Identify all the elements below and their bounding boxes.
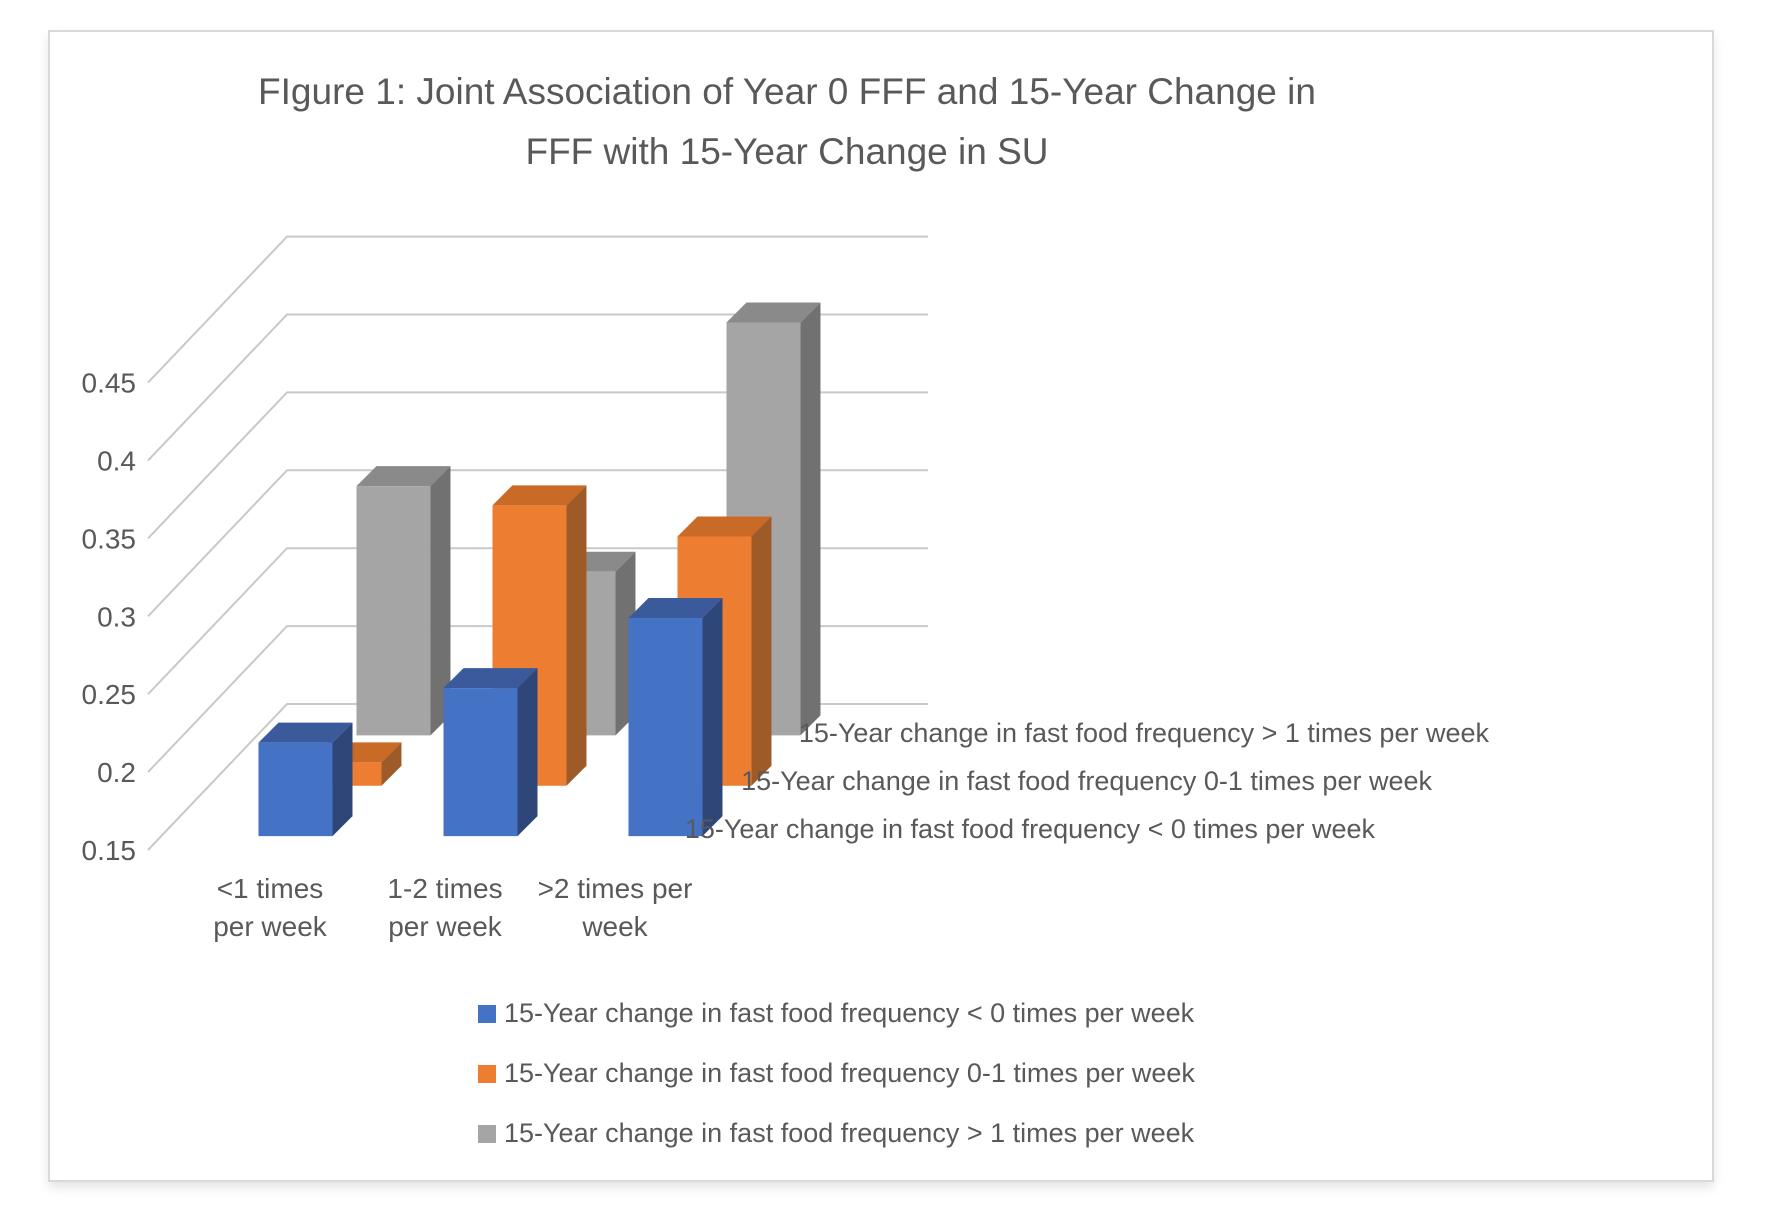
legend: 15-Year change in fast food frequency < … — [478, 998, 1195, 1148]
bar-top-face — [628, 598, 723, 619]
value-tick-label-0.3: 0.3 — [97, 601, 136, 632]
bar-side-face — [566, 485, 587, 786]
bar-side-face — [332, 722, 353, 837]
bar-series1-cat2 — [443, 668, 538, 837]
bar-series3-cat1 — [356, 466, 451, 736]
bar-side-face — [381, 742, 402, 786]
bars — [258, 302, 821, 837]
value-axis-tick-labels: 0.15 0.2 0.25 0.3 0.35 0.4 0.45 — [82, 368, 137, 866]
value-tick-label-0.15: 0.15 — [82, 835, 137, 866]
legend-label-series3: 15-Year change in fast food frequency > … — [504, 1118, 1195, 1148]
category-label-1-line1: <1 times — [217, 873, 324, 904]
bar-top-face — [677, 516, 772, 537]
value-tick-label-0.35: 0.35 — [82, 523, 137, 554]
value-tick-label-0.2: 0.2 — [97, 757, 136, 788]
bar-side-face — [800, 302, 821, 736]
gridline-0.35 — [147, 391, 928, 540]
bar-front-face — [258, 742, 333, 837]
legend-swatch-series1 — [478, 1005, 496, 1023]
legend-swatch-series3 — [478, 1125, 496, 1143]
gridline-0.45 — [147, 235, 928, 384]
bar-side-face — [517, 668, 538, 837]
depth-axis-label-middle: 15-Year change in fast food frequency 0-… — [741, 766, 1432, 796]
chart-frame — [48, 30, 1714, 1182]
category-label-1-line2: per week — [213, 911, 328, 942]
legend-label-series1: 15-Year change in fast food frequency < … — [504, 998, 1195, 1028]
bar-front-face — [628, 618, 703, 837]
bar-side-face — [430, 466, 451, 736]
bar-top-face — [492, 485, 587, 506]
legend-label-series2: 15-Year change in fast food frequency 0-… — [504, 1058, 1195, 1088]
legend-swatch-series2 — [478, 1065, 496, 1083]
depth-axis-label-back: 15-Year change in fast food frequency > … — [799, 718, 1490, 748]
bar-series1-cat1 — [258, 722, 353, 837]
value-tick-label-0.25: 0.25 — [82, 679, 137, 710]
bar-top-face — [726, 302, 821, 323]
category-label-2-line2: per week — [388, 911, 503, 942]
bar-top-face — [443, 668, 538, 689]
bar-side-face — [702, 598, 723, 837]
bar-series1-cat3 — [628, 598, 723, 837]
category-label-3-line1: >2 times per — [538, 873, 693, 904]
category-label-3-line2: week — [581, 911, 648, 942]
gridline-0.4 — [147, 313, 928, 462]
chart-title-line2: FFF with 15-Year Change in SU — [525, 131, 1048, 172]
bar-front-face — [356, 486, 431, 736]
bar-front-face — [443, 688, 518, 837]
gridline-0.3 — [147, 469, 928, 617]
bar-top-face — [356, 466, 451, 487]
depth-axis-label-front: 15-Year change in fast food frequency < … — [685, 814, 1376, 844]
value-tick-label-0.4: 0.4 — [97, 446, 136, 477]
category-axis-labels: <1 times per week 1-2 times per week >2 time… — [213, 873, 692, 942]
value-tick-label-0.45: 0.45 — [82, 368, 137, 399]
category-label-2-line1: 1-2 times — [387, 873, 502, 904]
bar-side-face — [751, 516, 772, 786]
chart-title-line1: FIgure 1: Joint Association of Year 0 FF… — [258, 71, 1316, 112]
bar-top-face — [258, 722, 353, 743]
